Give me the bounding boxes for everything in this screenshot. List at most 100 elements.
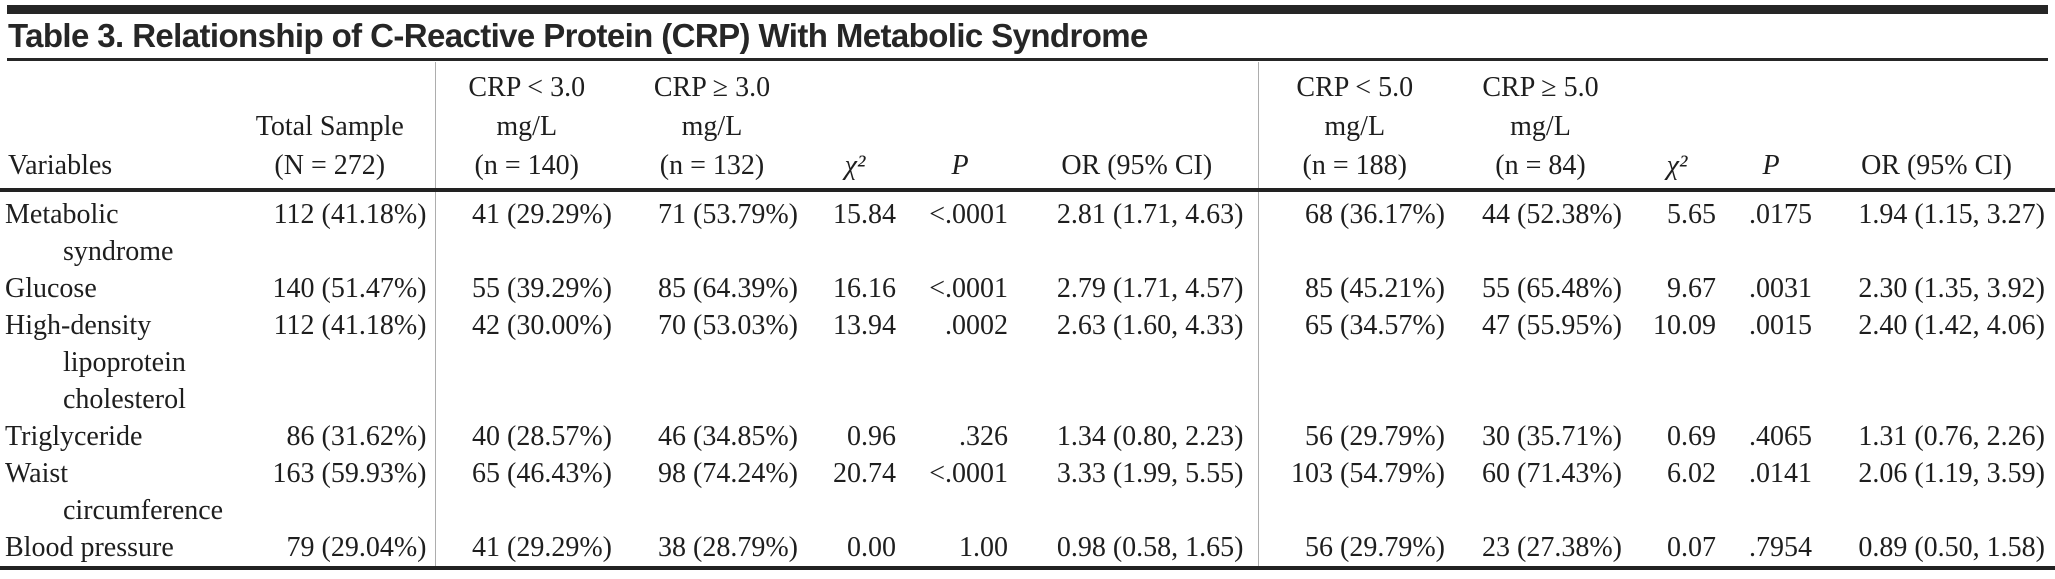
col-header-p-1: P bbox=[904, 62, 1016, 192]
cell-chi-square-1: 0.96 bbox=[847, 421, 896, 452]
cell-p-2: .0031 bbox=[1749, 273, 1812, 304]
header-line: (N = 272) bbox=[274, 150, 386, 181]
cell-variable: Blood pressure bbox=[0, 529, 225, 570]
cell-crp-lt-5: 103 (54.79%) bbox=[1257, 455, 1451, 529]
cell-or-2: 1.31 (0.76, 2.26) bbox=[1858, 421, 2045, 452]
cell-or-1: 2.79 (1.71, 4.57) bbox=[1056, 273, 1244, 304]
cell-chi-square-1: 20.74 bbox=[833, 458, 896, 489]
table-row-metabolic-syndrome: Metabolic syndrome 112 (41.18%) 41 (29.2… bbox=[0, 190, 2055, 270]
cell-crp-lt-3: 55 (39.29%) bbox=[434, 270, 618, 307]
cell-crp-ge-5: 23 (27.38%) bbox=[1451, 529, 1630, 570]
cell-crp-ge-5: 30 (35.71%) bbox=[1482, 421, 1622, 452]
col-header-chi-square-1: χ² bbox=[806, 62, 904, 192]
cell-total: 163 (59.93%) bbox=[272, 458, 427, 489]
header-line: CRP < 3.0 bbox=[468, 72, 586, 103]
table-header: Variables Total Sample (N = 272) CRP < 3… bbox=[0, 62, 2055, 192]
table-row-blood-pressure: Blood pressure 79 (29.04%) 41 (29.29%) 3… bbox=[0, 529, 2055, 570]
cell-chi-square-2: 6.02 bbox=[1667, 458, 1716, 489]
header-line: mg/L bbox=[1510, 111, 1571, 142]
cell-chi-square-2: 10.09 bbox=[1653, 310, 1716, 341]
cell-chi-square-1: 0.00 bbox=[806, 529, 904, 570]
cell-chi-square-1: 16.16 bbox=[833, 273, 896, 304]
cell-crp-ge-5: 60 (71.43%) bbox=[1482, 458, 1622, 489]
cell-or-1: 0.98 (0.58, 1.65) bbox=[1016, 529, 1258, 570]
cell-p-1: <.0001 bbox=[929, 273, 1008, 304]
col-header-crp-lt-3: CRP < 3.0 mg/L (n = 140) bbox=[434, 62, 618, 192]
header-line: Total Sample bbox=[255, 111, 404, 142]
cell-or-1: 2.81 (1.71, 4.63) bbox=[1056, 199, 1244, 230]
top-rule-bar bbox=[7, 5, 2048, 14]
header-line: mg/L bbox=[681, 111, 743, 142]
cell-variable: High-density lipoprotein cholesterol bbox=[5, 310, 186, 415]
cell-variable: Glucose bbox=[5, 273, 97, 304]
table-body: Metabolic syndrome 112 (41.18%) 41 (29.2… bbox=[0, 190, 2055, 570]
cell-crp-lt-5: 68 (36.17%) bbox=[1257, 190, 1451, 270]
title-divider-rule bbox=[7, 58, 2048, 61]
cell-total: 86 (31.62%) bbox=[286, 421, 427, 452]
cell-or-2: 1.94 (1.15, 3.27) bbox=[1858, 199, 2045, 230]
cell-chi-square-2: 0.69 bbox=[1667, 421, 1716, 452]
cell-or-1: 1.34 (0.80, 2.23) bbox=[1056, 421, 1244, 452]
table-row-glucose: Glucose 140 (51.47%) 55 (39.29%) 85 (64.… bbox=[0, 270, 2055, 307]
cell-chi-square-1: 15.84 bbox=[833, 199, 896, 230]
cell-p-2: .7954 bbox=[1724, 529, 1818, 570]
cell-total: 112 (41.18%) bbox=[273, 310, 427, 341]
cell-crp-ge-3: 46 (34.85%) bbox=[658, 421, 798, 452]
cell-crp-ge-3: 85 (64.39%) bbox=[658, 273, 798, 304]
header-row: Variables Total Sample (N = 272) CRP < 3… bbox=[0, 62, 2055, 192]
cell-p-2: .4065 bbox=[1749, 421, 1812, 452]
cell-crp-lt-3: 41 (29.29%) bbox=[434, 190, 618, 270]
header-line: mg/L bbox=[496, 111, 558, 142]
cell-chi-square-1: 13.94 bbox=[833, 310, 896, 341]
cell-crp-ge-5: 55 (65.48%) bbox=[1482, 273, 1622, 304]
cell-or-2: 2.06 (1.19, 3.59) bbox=[1858, 458, 2045, 489]
cell-p-1: .0002 bbox=[945, 310, 1008, 341]
cell-p-2: .0141 bbox=[1749, 458, 1812, 489]
cell-p-1: <.0001 bbox=[929, 458, 1008, 489]
col-header-total-sample: Total Sample (N = 272) bbox=[225, 62, 435, 192]
col-header-chi-square-2: χ² bbox=[1630, 62, 1724, 192]
table-row-triglyceride: Triglyceride 86 (31.62%) 40 (28.57%) 46 … bbox=[0, 418, 2055, 455]
header-line: CRP ≥ 5.0 bbox=[1482, 72, 1599, 103]
cell-p-1: 1.00 bbox=[904, 529, 1016, 570]
table-row-hdl-cholesterol: High-density lipoprotein cholesterol 112… bbox=[0, 307, 2055, 418]
cell-crp-lt-5: 85 (45.21%) bbox=[1257, 270, 1451, 307]
cell-crp-lt-5: 56 (29.79%) bbox=[1257, 529, 1451, 570]
col-header-crp-lt-5: CRP < 5.0 mg/L (n = 188) bbox=[1257, 62, 1451, 192]
col-header-crp-ge-5: CRP ≥ 5.0 mg/L (n = 84) bbox=[1451, 62, 1630, 192]
cell-or-2: 2.40 (1.42, 4.06) bbox=[1858, 310, 2045, 341]
cell-crp-lt-3: 41 (29.29%) bbox=[434, 529, 618, 570]
cell-crp-ge-3: 71 (53.79%) bbox=[658, 199, 798, 230]
cell-total: 79 (29.04%) bbox=[225, 529, 435, 570]
cell-crp-ge-3: 38 (28.79%) bbox=[618, 529, 806, 570]
header-line: CRP < 5.0 bbox=[1296, 72, 1414, 103]
col-header-or-2: OR (95% CI) bbox=[1818, 62, 2055, 192]
cell-chi-square-2: 9.67 bbox=[1667, 273, 1716, 304]
cell-crp-lt-3: 42 (30.00%) bbox=[434, 307, 618, 418]
cell-or-1: 3.33 (1.99, 5.55) bbox=[1056, 458, 1244, 489]
cell-chi-square-2: 5.65 bbox=[1667, 199, 1716, 230]
header-line: mg/L bbox=[1324, 111, 1386, 142]
cell-or-2: 0.89 (0.50, 1.58) bbox=[1818, 529, 2055, 570]
cell-or-2: 2.30 (1.35, 3.92) bbox=[1858, 273, 2045, 304]
cell-total: 112 (41.18%) bbox=[273, 199, 427, 230]
col-header-crp-ge-3: CRP ≥ 3.0 mg/L (n = 132) bbox=[618, 62, 806, 192]
col-header-variables: Variables bbox=[0, 62, 225, 192]
cell-variable: Triglyceride bbox=[5, 421, 143, 452]
table-row-waist-circumference: Waist circumference 163 (59.93%) 65 (46.… bbox=[0, 455, 2055, 529]
cell-p-1: .326 bbox=[959, 421, 1008, 452]
cell-crp-ge-3: 98 (74.24%) bbox=[658, 458, 798, 489]
col-header-p-2: P bbox=[1724, 62, 1818, 192]
header-line: (n = 84) bbox=[1495, 150, 1586, 181]
crp-metabolic-syndrome-table: Variables Total Sample (N = 272) CRP < 3… bbox=[0, 62, 2055, 570]
table-title: Table 3. Relationship of C-Reactive Prot… bbox=[8, 17, 1148, 54]
cell-crp-ge-5: 44 (52.38%) bbox=[1482, 199, 1622, 230]
header-line: (n = 140) bbox=[474, 150, 579, 181]
cell-p-2: .0015 bbox=[1749, 310, 1812, 341]
cell-p-1: <.0001 bbox=[929, 199, 1008, 230]
cell-crp-ge-3: 70 (53.03%) bbox=[658, 310, 798, 341]
cell-crp-lt-5: 65 (34.57%) bbox=[1257, 307, 1451, 418]
cell-crp-lt-3: 65 (46.43%) bbox=[434, 455, 618, 529]
cell-or-1: 2.63 (1.60, 4.33) bbox=[1056, 310, 1244, 341]
